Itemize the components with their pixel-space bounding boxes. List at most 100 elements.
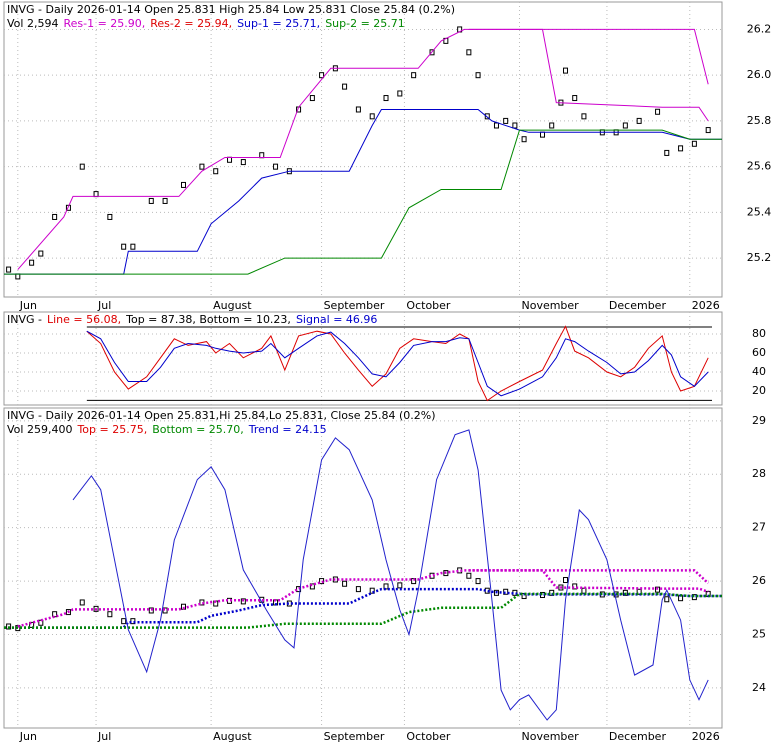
x-tick-label: December <box>609 730 667 743</box>
candle <box>79 599 85 606</box>
candle <box>466 49 472 56</box>
y-tick-label: 60 <box>752 346 766 359</box>
candle <box>369 587 375 594</box>
level-line <box>17 569 709 628</box>
candle <box>622 122 628 129</box>
y-tick-label: 24 <box>752 681 766 694</box>
panel-frame <box>3 1 723 298</box>
y-tick-label: 25.2 <box>747 251 772 264</box>
x-tick-label: Jun <box>19 299 37 312</box>
y-tick-label: 29 <box>752 414 766 427</box>
legend-entry: Top = 25.75, <box>76 423 147 436</box>
candle <box>705 127 711 134</box>
legend-entry: Trend = 24.15 <box>248 423 327 436</box>
series-line <box>4 129 722 275</box>
candle <box>15 273 21 280</box>
candle <box>664 149 670 156</box>
candle <box>240 159 246 166</box>
y-tick-label: 25.4 <box>747 205 772 218</box>
y-tick-label: 80 <box>752 327 766 340</box>
legend-entry: Sup-2 = 25.71 <box>325 17 405 30</box>
y-tick-label: 26.2 <box>747 22 772 35</box>
candle <box>383 95 389 102</box>
level-line <box>468 569 710 585</box>
panel-frame <box>3 311 723 406</box>
candle <box>38 619 44 626</box>
legend-entry: Signal = 46.96 <box>296 313 378 326</box>
candle <box>549 122 555 129</box>
chart-title: INVG - Daily 2026-01-14 Open 25.831,Hi 2… <box>7 409 436 422</box>
candle <box>484 113 490 120</box>
candle <box>181 181 186 188</box>
candle <box>411 72 417 79</box>
candle <box>475 72 481 79</box>
candle <box>342 83 348 90</box>
x-tick-label: 2026 <box>692 730 720 743</box>
candle <box>466 572 472 579</box>
legend-entry: Res-1 = 25.90, <box>63 17 145 30</box>
series-line <box>72 429 709 721</box>
x-tick-label: October <box>406 730 450 743</box>
x-tick-label: October <box>406 299 450 312</box>
panel-frame <box>3 407 723 729</box>
legend-entry: Vol 259,400 <box>7 423 72 436</box>
x-tick-label: November <box>521 730 579 743</box>
candle <box>521 136 527 143</box>
candle <box>309 583 315 590</box>
legend-entry: Bottom = 25.70, <box>152 423 244 436</box>
level-line <box>4 592 722 629</box>
legend-entry: Vol 2,594 <box>7 17 58 30</box>
level-line <box>4 587 722 629</box>
candle <box>503 117 509 124</box>
series-line <box>468 28 709 85</box>
candle <box>52 213 58 220</box>
candle <box>636 117 642 124</box>
x-tick-label: 2026 <box>692 299 720 312</box>
candle <box>309 95 315 102</box>
y-tick-label: 40 <box>752 365 766 378</box>
candle <box>148 197 154 204</box>
y-tick-label: 25 <box>752 628 766 641</box>
candle <box>162 197 168 204</box>
x-tick-label: August <box>213 730 252 743</box>
candle <box>6 266 12 273</box>
y-tick-label: 27 <box>752 521 766 534</box>
legend: Vol 259,400 Top = 25.75, Bottom = 25.70, Tr… <box>7 423 327 436</box>
legend: INVG - Line = 56.08, Top = 87.38, Bottom =… <box>7 313 377 326</box>
legend-entry: Line = 56.08, <box>47 313 121 326</box>
candle <box>383 583 389 590</box>
candle <box>397 582 403 589</box>
candle <box>678 145 684 152</box>
series-line <box>4 109 722 275</box>
candle <box>121 243 127 250</box>
candle <box>79 163 85 170</box>
candle <box>227 156 233 163</box>
series-line <box>86 330 709 397</box>
candle <box>355 106 361 113</box>
candle <box>93 191 99 198</box>
legend-entry: Sup-1 = 25.71, <box>237 17 320 30</box>
series-line <box>17 28 709 270</box>
candle <box>572 95 578 102</box>
candle <box>107 611 113 618</box>
candle <box>512 122 518 129</box>
candle <box>121 618 127 625</box>
chart-title: INVG - Daily 2026-01-14 Open 25.831 High… <box>7 3 455 16</box>
y-tick-label: 26 <box>752 574 766 587</box>
x-tick-label: September <box>324 299 385 312</box>
y-tick-label: 20 <box>752 384 766 397</box>
candle <box>369 113 375 120</box>
candle <box>581 113 587 120</box>
candle <box>199 163 205 170</box>
x-tick-label: Jul <box>97 299 111 312</box>
candle <box>655 108 661 115</box>
x-tick-label: August <box>213 299 252 312</box>
candle <box>29 259 35 266</box>
candle <box>38 250 44 257</box>
candle <box>540 131 545 138</box>
candle <box>563 577 569 584</box>
candle <box>213 168 219 175</box>
candle <box>563 67 569 74</box>
candle <box>475 578 481 585</box>
